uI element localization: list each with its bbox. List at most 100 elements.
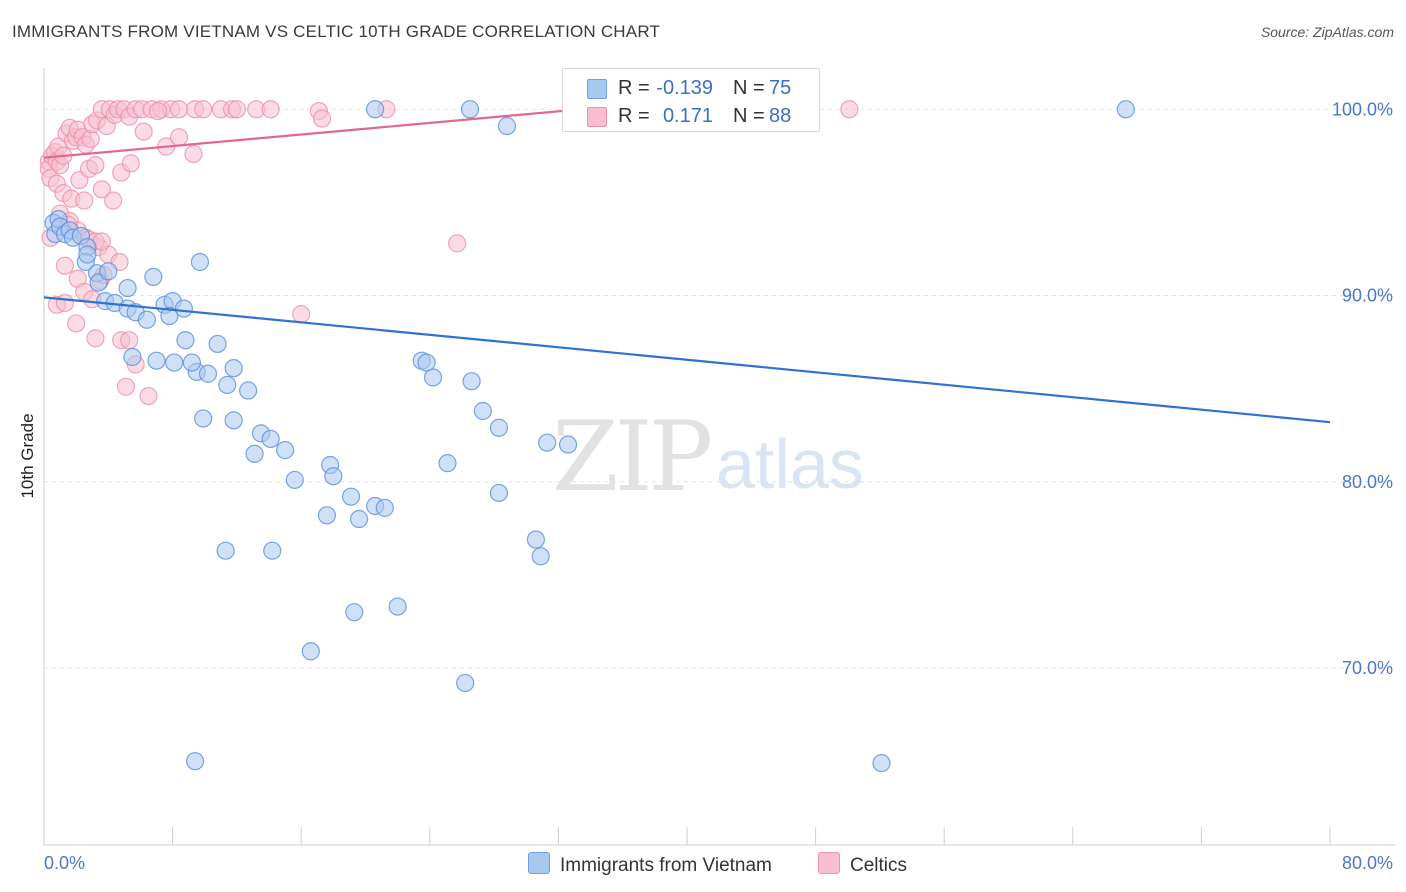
- x-tick-label-max: 80.0%: [1342, 853, 1393, 873]
- legend-row-vietnam: R = -0.139 N = 75: [563, 75, 819, 103]
- bottom-legend-celtics: Celtics: [818, 852, 907, 877]
- correlation-legend: R = -0.139 N = 75 R = 0.171 N = 88: [562, 68, 820, 132]
- point-vietnam: [497, 116, 517, 136]
- point-celtics: [75, 191, 94, 210]
- point-vietnam: [872, 753, 891, 773]
- point-vietnam: [245, 444, 264, 463]
- legend-r-label: R =: [618, 105, 650, 127]
- point-celtics: [86, 329, 105, 348]
- y-tick-label: 70.0%: [1342, 658, 1393, 678]
- legend-r-value: -0.139: [656, 77, 713, 99]
- point-celtics: [261, 100, 280, 119]
- point-vietnam: [538, 433, 557, 452]
- point-vietnam: [160, 306, 179, 326]
- legend-n-label: N =: [733, 77, 765, 99]
- point-celtics: [67, 314, 86, 333]
- y-tick-label: 80.0%: [1342, 472, 1393, 492]
- point-celtics: [92, 180, 111, 199]
- point-vietnam: [176, 331, 195, 350]
- point-vietnam: [137, 310, 156, 329]
- bottom-legend-swatch-vietnam: [528, 852, 550, 874]
- point-vietnam: [526, 530, 545, 549]
- point-vietnam: [301, 642, 320, 661]
- point-vietnam: [165, 353, 184, 372]
- point-vietnam: [144, 267, 163, 286]
- point-vietnam: [182, 353, 201, 372]
- point-celtics: [292, 305, 311, 324]
- legend-row-celtics: R = 0.171 N = 88: [563, 103, 819, 131]
- bottom-legend-swatch-celtics: [818, 852, 840, 874]
- point-vietnam: [224, 411, 243, 430]
- point-celtics: [169, 128, 189, 147]
- point-vietnam: [239, 381, 258, 400]
- watermark-zip: ZIP: [552, 401, 711, 513]
- point-celtics: [104, 191, 123, 210]
- point-vietnam: [317, 506, 337, 525]
- point-vietnam: [194, 409, 213, 428]
- point-celtics: [120, 331, 139, 350]
- y-axis-label: 10th Grade: [18, 413, 37, 498]
- point-vietnam: [118, 278, 137, 298]
- point-vietnam: [1116, 100, 1135, 119]
- point-vietnam: [473, 401, 492, 421]
- point-celtics: [169, 100, 189, 119]
- point-vietnam: [531, 547, 550, 566]
- point-vietnam: [263, 541, 282, 560]
- legend-r-label: R =: [618, 77, 650, 99]
- point-vietnam: [78, 245, 97, 264]
- legend-swatch-vietnam: [587, 79, 607, 99]
- point-vietnam: [190, 252, 210, 272]
- legend-r-value: 0.171: [662, 105, 713, 127]
- point-vietnam: [186, 752, 205, 771]
- point-vietnam: [558, 435, 578, 454]
- point-vietnam: [224, 359, 243, 378]
- point-celtics: [840, 100, 859, 119]
- bottom-legend-vietnam: Immigrants from Vietnam: [528, 852, 772, 877]
- y-tick-labels: 100.0% 90.0% 80.0% 70.0%: [1332, 99, 1393, 678]
- point-celtics: [227, 100, 246, 119]
- point-vietnam: [417, 353, 436, 372]
- point-vietnam: [438, 454, 457, 473]
- y-tick-label: 100.0%: [1332, 99, 1393, 119]
- point-vietnam: [489, 483, 509, 503]
- watermark-atlas: atlas: [716, 425, 864, 503]
- point-vietnam: [375, 498, 394, 517]
- point-vietnam: [147, 351, 166, 370]
- legend-n-value: 75: [769, 77, 792, 99]
- y-tick-label: 90.0%: [1342, 286, 1393, 306]
- point-celtics: [149, 102, 168, 121]
- point-celtics: [448, 234, 467, 253]
- x-tick-label-min: 0.0%: [44, 853, 85, 873]
- point-celtics: [184, 144, 203, 164]
- point-vietnam: [456, 673, 475, 693]
- point-celtics: [116, 377, 136, 396]
- series-vietnam-points: [44, 100, 1135, 773]
- point-celtics: [121, 154, 140, 173]
- legend-n-value: 88: [769, 105, 792, 127]
- point-vietnam: [261, 429, 280, 449]
- point-celtics: [86, 156, 105, 175]
- point-vietnam: [489, 418, 509, 437]
- point-vietnam: [208, 334, 227, 354]
- x-tick-labels: 0.0% 80.0%: [44, 853, 1393, 873]
- point-vietnam: [218, 375, 237, 395]
- point-celtics: [55, 256, 74, 275]
- trend-line-vietnam: [43, 296, 1331, 424]
- chart-title: IMMIGRANTS FROM VIETNAM VS CELTIC 10TH G…: [12, 22, 661, 41]
- point-celtics: [55, 293, 74, 313]
- point-vietnam: [216, 541, 235, 560]
- point-vietnam: [123, 347, 142, 367]
- point-vietnam: [276, 441, 295, 460]
- point-vietnam: [341, 487, 361, 506]
- bottom-legend-label-vietnam: Immigrants from Vietnam: [560, 855, 772, 876]
- point-vietnam: [462, 372, 481, 391]
- point-vietnam: [198, 364, 218, 383]
- point-vietnam: [99, 262, 118, 281]
- point-celtics: [194, 100, 213, 119]
- chart-source: Source: ZipAtlas.com: [1260, 24, 1394, 40]
- legend-swatch-celtics: [587, 107, 607, 127]
- point-vietnam: [366, 100, 385, 119]
- legend-n-label: N =: [733, 105, 765, 127]
- point-vietnam: [174, 299, 193, 318]
